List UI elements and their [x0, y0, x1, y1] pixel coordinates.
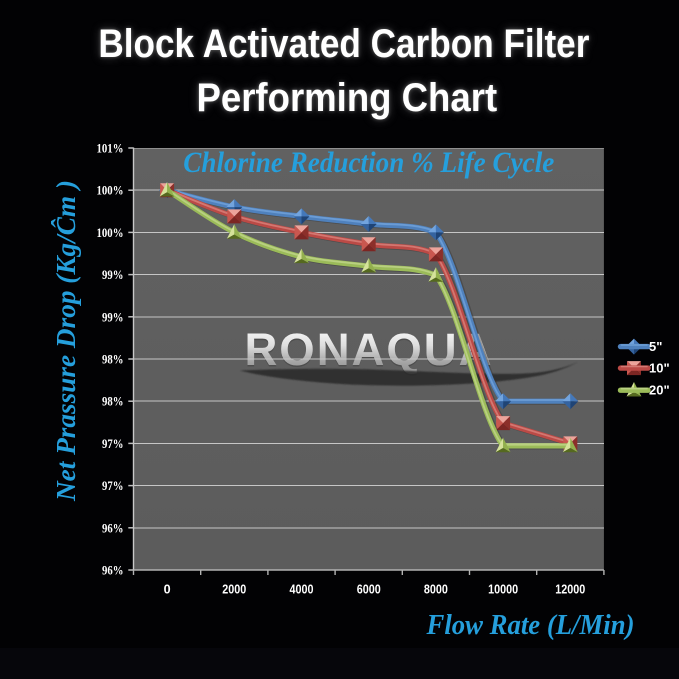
svg-text:101%: 101%	[97, 141, 124, 156]
svg-text:2000: 2000	[222, 582, 246, 597]
svg-text:98%: 98%	[102, 352, 124, 367]
svg-text:99%: 99%	[102, 309, 124, 324]
svg-text:0: 0	[164, 582, 171, 597]
svg-text:98%: 98%	[102, 394, 124, 409]
svg-text:99%: 99%	[102, 267, 124, 282]
svg-text:Net Prassure Drop (Kg/Ĉm ): Net Prassure Drop (Kg/Ĉm )	[51, 180, 81, 502]
svg-text:5": 5"	[649, 339, 662, 354]
svg-text:97%: 97%	[102, 436, 124, 451]
svg-text:RONAQUA: RONAQUA	[244, 324, 493, 375]
svg-text:12000: 12000	[555, 582, 585, 597]
svg-text:100%: 100%	[97, 225, 124, 240]
svg-text:8000: 8000	[424, 582, 448, 597]
svg-text:4000: 4000	[290, 582, 314, 597]
svg-text:96%: 96%	[102, 563, 124, 578]
svg-text:100%: 100%	[97, 183, 124, 198]
svg-text:6000: 6000	[357, 582, 381, 597]
svg-text:96%: 96%	[102, 520, 124, 535]
svg-text:20": 20"	[649, 383, 670, 398]
svg-text:10000: 10000	[488, 582, 518, 597]
svg-text:Flow Rate (L/Min): Flow Rate (L/Min)	[426, 609, 635, 641]
svg-text:97%: 97%	[102, 478, 124, 493]
svg-text:Chlorine Reduction % Life Cycl: Chlorine Reduction % Life Cycle	[183, 146, 554, 179]
svg-text:10": 10"	[649, 361, 670, 376]
svg-text:RONAQUA: RONAQUA	[244, 326, 493, 377]
